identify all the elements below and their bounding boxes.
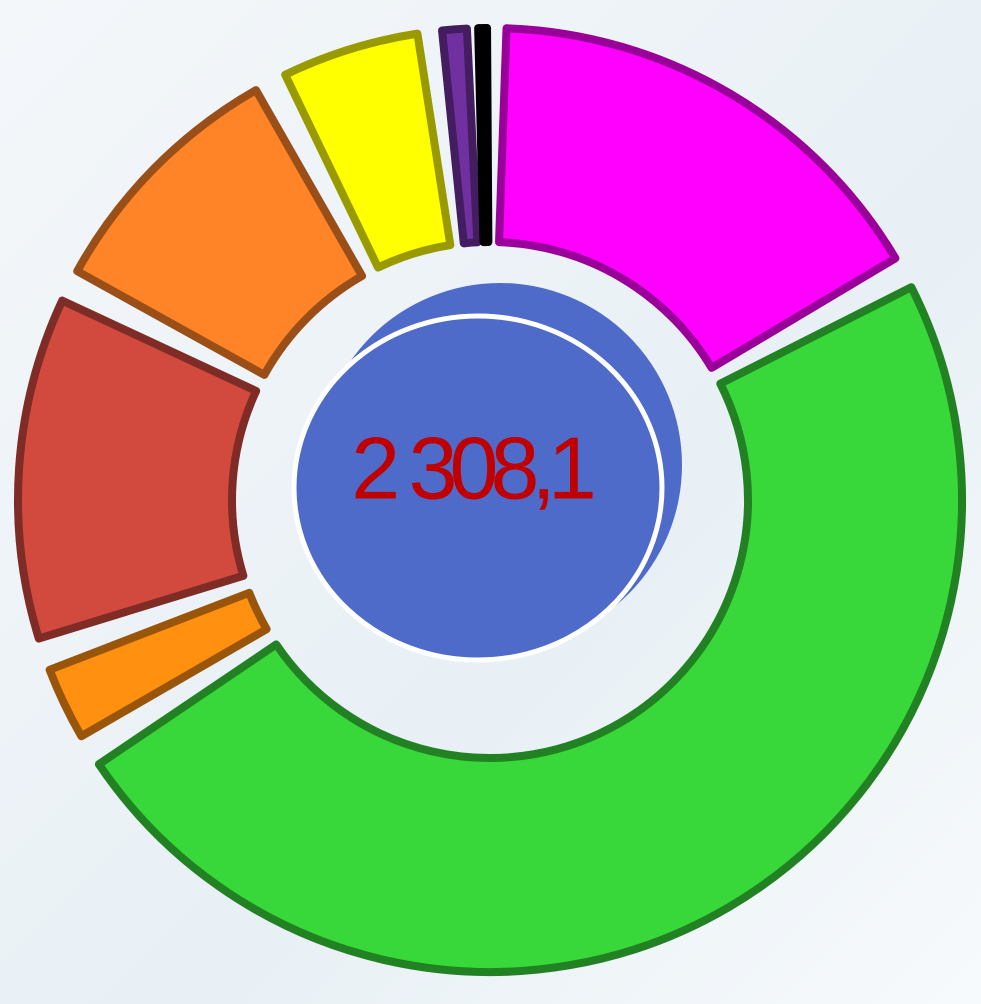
slice <box>14 296 261 643</box>
slice <box>474 24 493 247</box>
slice <box>94 283 966 976</box>
slice <box>45 588 271 741</box>
slice <box>495 24 900 372</box>
slice <box>438 24 482 248</box>
center-disc <box>291 313 665 663</box>
slice <box>73 86 367 379</box>
slice <box>281 29 455 272</box>
center-label: 2 308,1 <box>351 418 593 517</box>
donut <box>14 24 966 976</box>
